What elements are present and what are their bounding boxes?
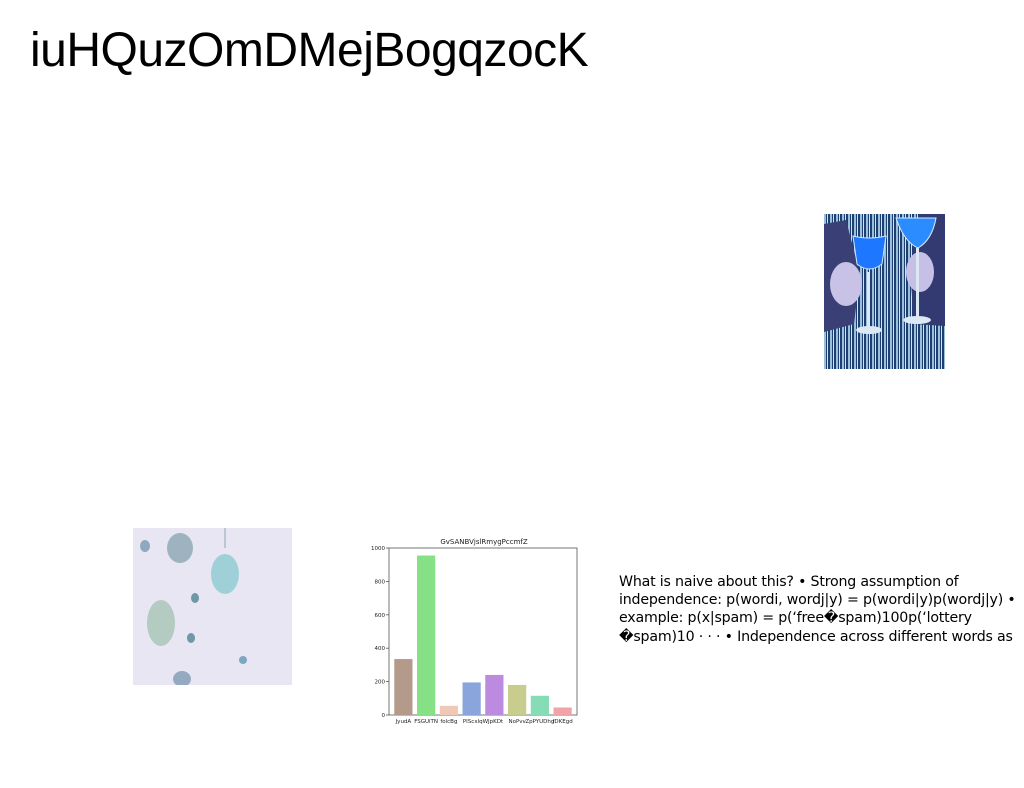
- x-tick-label-3: PIScxlqWJpKDt: [463, 719, 504, 725]
- y-tick-label-2: 400: [375, 646, 386, 652]
- bar-WJpKDt: [485, 674, 504, 715]
- plot-frame: [388, 547, 578, 716]
- bar-folcBg: [439, 705, 458, 715]
- x-tick-label-0: JyudA: [395, 719, 412, 725]
- bar-PIScxlq: [462, 682, 481, 715]
- bar-chart: GvSANBVjslRmygPccmfZ 0 200 400 600 800 1000 J…: [362, 534, 584, 730]
- bar-JyudA: [394, 659, 413, 715]
- bars: [394, 555, 572, 715]
- y-tick-label-0: 0: [382, 713, 386, 719]
- x-tick-label-1: FSGUiTN: [414, 719, 438, 725]
- bar-NoPvv: [508, 684, 527, 715]
- bar-ZpPYUDhg: [530, 695, 549, 715]
- body-text: What is naive about this? • Strong assum…: [619, 574, 1016, 645]
- x-tick-label-2: folcBg: [440, 719, 457, 725]
- x-tick-label-6: fDKEgd: [553, 719, 573, 725]
- blue-cocktail-glasses-photo: [824, 214, 945, 369]
- chart-title: GvSANBVjslRmygPccmfZ: [440, 538, 528, 546]
- bar-fDKEgd: [553, 707, 572, 715]
- x-axis: JyudA FSGUiTN folcBg PIScxlqWJpKDt NoPvv ZpPY…: [395, 719, 573, 725]
- y-tick-label-1: 200: [375, 680, 386, 686]
- page-title: iuHQuzOmDMejBogqzocK: [30, 24, 589, 77]
- easter-egg-ornaments-photo: [133, 528, 292, 685]
- bar-FSGUiTN: [417, 555, 436, 715]
- y-tick-label-4: 800: [375, 579, 386, 585]
- x-tick-label-5: ZpPYUDhg: [525, 719, 554, 725]
- y-tick-label-3: 600: [375, 613, 386, 619]
- y-tick-label-5: 1000: [371, 546, 385, 552]
- y-axis: 0 200 400 600 800 1000: [371, 546, 389, 719]
- x-tick-label-4: NoPvv: [508, 719, 526, 725]
